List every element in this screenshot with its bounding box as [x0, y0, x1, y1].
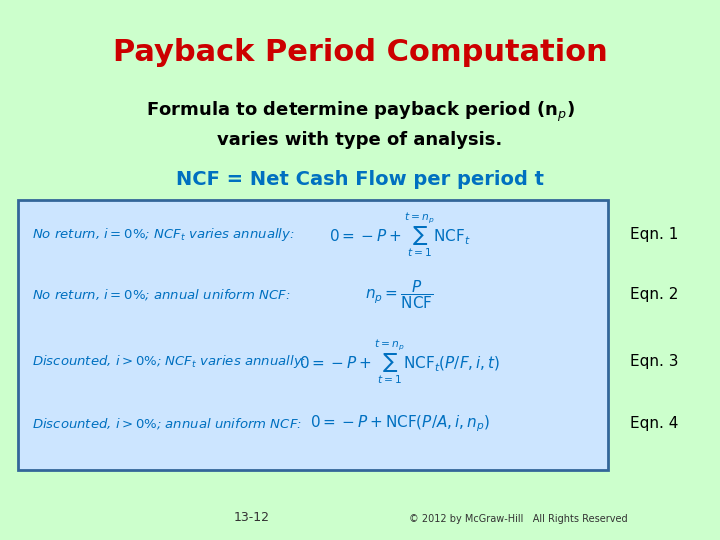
Text: $0 = -P + \sum_{t=1}^{t=n_p}\mathrm{NCF}_t(P/F,i,t)$: $0 = -P + \sum_{t=1}^{t=n_p}\mathrm{NCF}… — [299, 338, 500, 386]
Text: $n_p = \dfrac{P}{\mathrm{NCF}}$: $n_p = \dfrac{P}{\mathrm{NCF}}$ — [365, 278, 434, 310]
Text: $0 = -P + \sum_{t=1}^{t=n_p}\mathrm{NCF}_t$: $0 = -P + \sum_{t=1}^{t=n_p}\mathrm{NCF}… — [329, 211, 470, 259]
Text: Formula to determine payback period (n$_p$)
varies with type of analysis.: Formula to determine payback period (n$_… — [145, 100, 575, 149]
Text: Discounted, $i > 0\%$; annual uniform NCF:: Discounted, $i > 0\%$; annual uniform NC… — [32, 416, 302, 431]
Text: Eqn. 2: Eqn. 2 — [630, 287, 678, 302]
Text: 13-12: 13-12 — [234, 511, 270, 524]
Text: Eqn. 3: Eqn. 3 — [630, 354, 678, 369]
Text: Payback Period Computation: Payback Period Computation — [112, 38, 608, 67]
Text: Eqn. 1: Eqn. 1 — [630, 227, 678, 242]
FancyBboxPatch shape — [18, 200, 608, 470]
Text: NCF = Net Cash Flow per period t: NCF = Net Cash Flow per period t — [176, 170, 544, 189]
Text: © 2012 by McGraw-Hill   All Rights Reserved: © 2012 by McGraw-Hill All Rights Reserve… — [409, 514, 628, 524]
Text: Eqn. 4: Eqn. 4 — [630, 416, 678, 431]
Text: $0 = -P + \mathrm{NCF}(P/A,i,n_p)$: $0 = -P + \mathrm{NCF}(P/A,i,n_p)$ — [310, 414, 490, 434]
Text: No return, $i = 0\%$; annual uniform NCF:: No return, $i = 0\%$; annual uniform NCF… — [32, 287, 291, 302]
Text: No return, $i = 0\%$; NCF$_t$ varies annually:: No return, $i = 0\%$; NCF$_t$ varies ann… — [32, 226, 295, 244]
Text: Discounted, $i > 0\%$; NCF$_t$ varies annually:: Discounted, $i > 0\%$; NCF$_t$ varies an… — [32, 353, 307, 370]
